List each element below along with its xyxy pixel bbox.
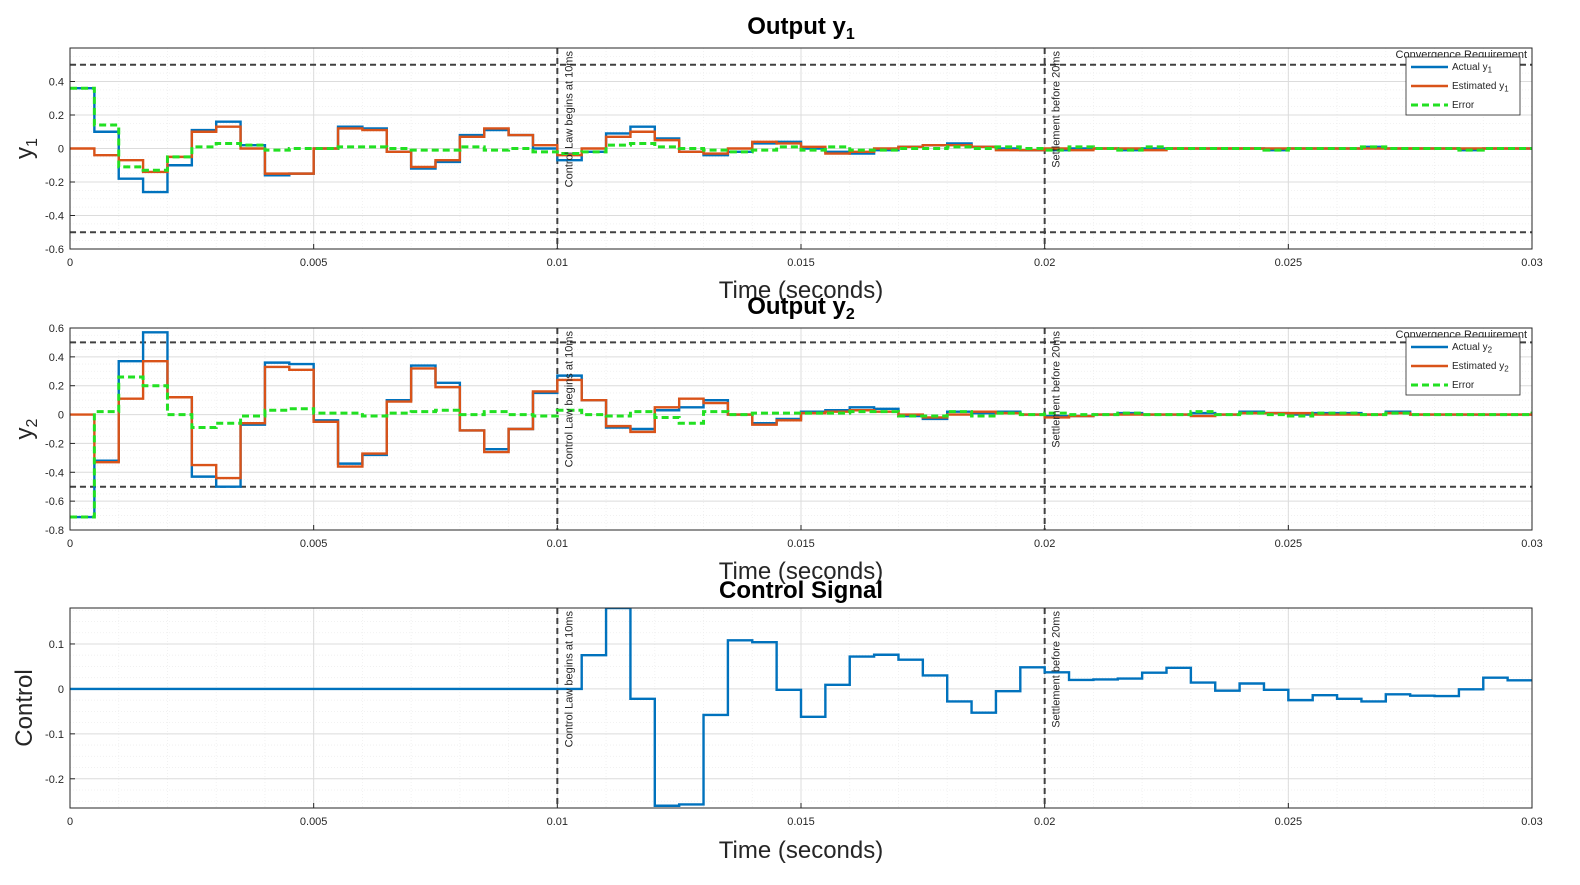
y-axis-label-subscript: 1 [24, 138, 41, 147]
legend-label-1-main: Actual y [1452, 62, 1488, 73]
annotation-settlement: Settlement before 20ms [1051, 611, 1063, 728]
legend-label-1: Actual y2 [1452, 342, 1493, 354]
x-axis-label: Time (seconds) [719, 837, 883, 864]
y-tick-label: -0.4 [45, 467, 64, 479]
x-tick-label: 0.015 [787, 257, 815, 269]
legend-label-1: Actual y1 [1452, 62, 1493, 74]
axes-frame [69, 327, 1533, 531]
y-tick-label: -0.4 [45, 211, 64, 223]
series-line-2 [70, 125, 1532, 175]
annotation-control-law-start: Control Law begins at 10ms [563, 51, 575, 188]
y-tick-label: 0.4 [49, 77, 64, 89]
y-tick-label: 0.4 [49, 352, 64, 364]
legend-label-3: Error [1452, 380, 1475, 391]
y-axis-label: Control [11, 669, 38, 746]
x-tick-label: 0.03 [1521, 538, 1542, 550]
annotation-settlement: Settlement before 20ms [1051, 51, 1063, 168]
x-tick-label: 0.01 [547, 538, 568, 550]
x-axis-label: Time (seconds) [719, 558, 883, 585]
x-tick-label: 0.015 [787, 816, 815, 828]
y-tick-label: 0.2 [49, 110, 64, 122]
chart-title-main: Control Signal [719, 577, 883, 604]
y-axis-label-subscript: 2 [24, 418, 41, 427]
y-tick-label: -0.8 [45, 525, 64, 537]
chart-panel-3: 0 0.005 0.01 0.015 0.02 0.025 0.03 -0.2 -0.1 0 0.1… [11, 577, 1543, 864]
y-tick-label: 0.2 [49, 381, 64, 393]
y-tick-label: 0.6 [49, 323, 64, 335]
x-tick-label: 0.02 [1034, 538, 1055, 550]
x-tick-label: 0.01 [547, 257, 568, 269]
y-tick-label: -0.6 [45, 496, 64, 508]
x-tick-label: 0.02 [1034, 257, 1055, 269]
legend-label-1-main: Actual y [1452, 342, 1488, 353]
x-tick-label: 0 [67, 538, 73, 550]
y-tick-label: -0.2 [45, 177, 64, 189]
x-tick-label: 0.03 [1521, 816, 1542, 828]
chart-title-main: Output y [747, 13, 846, 40]
axes-frame [69, 47, 1533, 250]
y-tick-label: -0.2 [45, 774, 64, 786]
series-group [70, 608, 1532, 807]
x-tick-label: 0.01 [547, 816, 568, 828]
legend-label-1-subscript: 2 [1488, 345, 1493, 354]
legend-label-1-subscript: 1 [1488, 65, 1493, 74]
x-tick-label: 0 [67, 257, 73, 269]
chart-title: Output y1 [747, 13, 855, 43]
x-axis-label: Time (seconds) [719, 277, 883, 304]
y-tick-label: -0.1 [45, 729, 64, 741]
legend-label-2-main: Estimated y [1452, 361, 1504, 372]
legend-label-2: Estimated y1 [1452, 81, 1509, 93]
x-tick-label: 0.025 [1275, 816, 1303, 828]
y-tick-label: -0.2 [45, 438, 64, 450]
y-axis-label: y1 [11, 138, 41, 159]
chart-title-main: Output y [747, 293, 846, 320]
y-tick-label: 0 [58, 410, 64, 422]
chart-panel-2: 0 0.005 0.01 0.015 0.02 0.025 0.03 -0.8 -0.6 -0.4… [11, 293, 1543, 585]
y-tick-label: 0.1 [49, 639, 64, 651]
x-tick-label: 0.025 [1275, 257, 1303, 269]
legend-label-3: Error [1452, 100, 1475, 111]
y-axis-label-main: Control [11, 669, 38, 746]
chart-title-subscript: 2 [846, 306, 855, 323]
reference-lines [70, 328, 1532, 530]
x-tick-label: 0.03 [1521, 257, 1542, 269]
y-axis-label-main: y [11, 427, 38, 439]
legend-label-2-main: Estimated y [1452, 81, 1504, 92]
annotation-control-law-start: Control Law begins at 10ms [563, 331, 575, 468]
y-axis-label: y2 [11, 418, 41, 439]
x-tick-label: 0.005 [300, 257, 328, 269]
legend-label-3-main: Error [1452, 380, 1475, 391]
legend-label-2: Estimated y2 [1452, 361, 1509, 373]
x-tick-label: 0.015 [787, 538, 815, 550]
series-line-1 [70, 608, 1532, 807]
annotation-settlement: Settlement before 20ms [1051, 331, 1063, 448]
series-line-3 [70, 86, 1532, 172]
y-tick-label: -0.6 [45, 244, 64, 256]
x-tick-label: 0.005 [300, 538, 328, 550]
axes-frame [69, 607, 1533, 809]
legend-label-2-subscript: 2 [1504, 364, 1509, 373]
chart-title: Control Signal [719, 577, 883, 604]
legend-label-2-subscript: 1 [1504, 84, 1509, 93]
series-group [70, 331, 1532, 519]
chart-title: Output y2 [747, 293, 855, 323]
x-tick-label: 0.005 [300, 816, 328, 828]
reference-lines [556, 608, 1046, 808]
chart-panel-1: 0 0.005 0.01 0.015 0.02 0.025 0.03 -0.6 -0.4 -0.2… [11, 13, 1543, 304]
series-line-1 [70, 331, 1532, 519]
y-tick-label: 0 [58, 684, 64, 696]
legend-label-3-main: Error [1452, 100, 1475, 111]
y-axis-label-main: y [11, 147, 38, 159]
x-tick-label: 0.02 [1034, 816, 1055, 828]
y-tick-label: 0 [58, 144, 64, 156]
series-group [70, 86, 1532, 194]
x-tick-label: 0 [67, 816, 73, 828]
x-tick-label: 0.025 [1275, 538, 1303, 550]
chart-title-subscript: 1 [846, 26, 855, 43]
annotation-control-law-start: Control Law begins at 10ms [563, 611, 575, 748]
series-line-3 [70, 375, 1532, 519]
